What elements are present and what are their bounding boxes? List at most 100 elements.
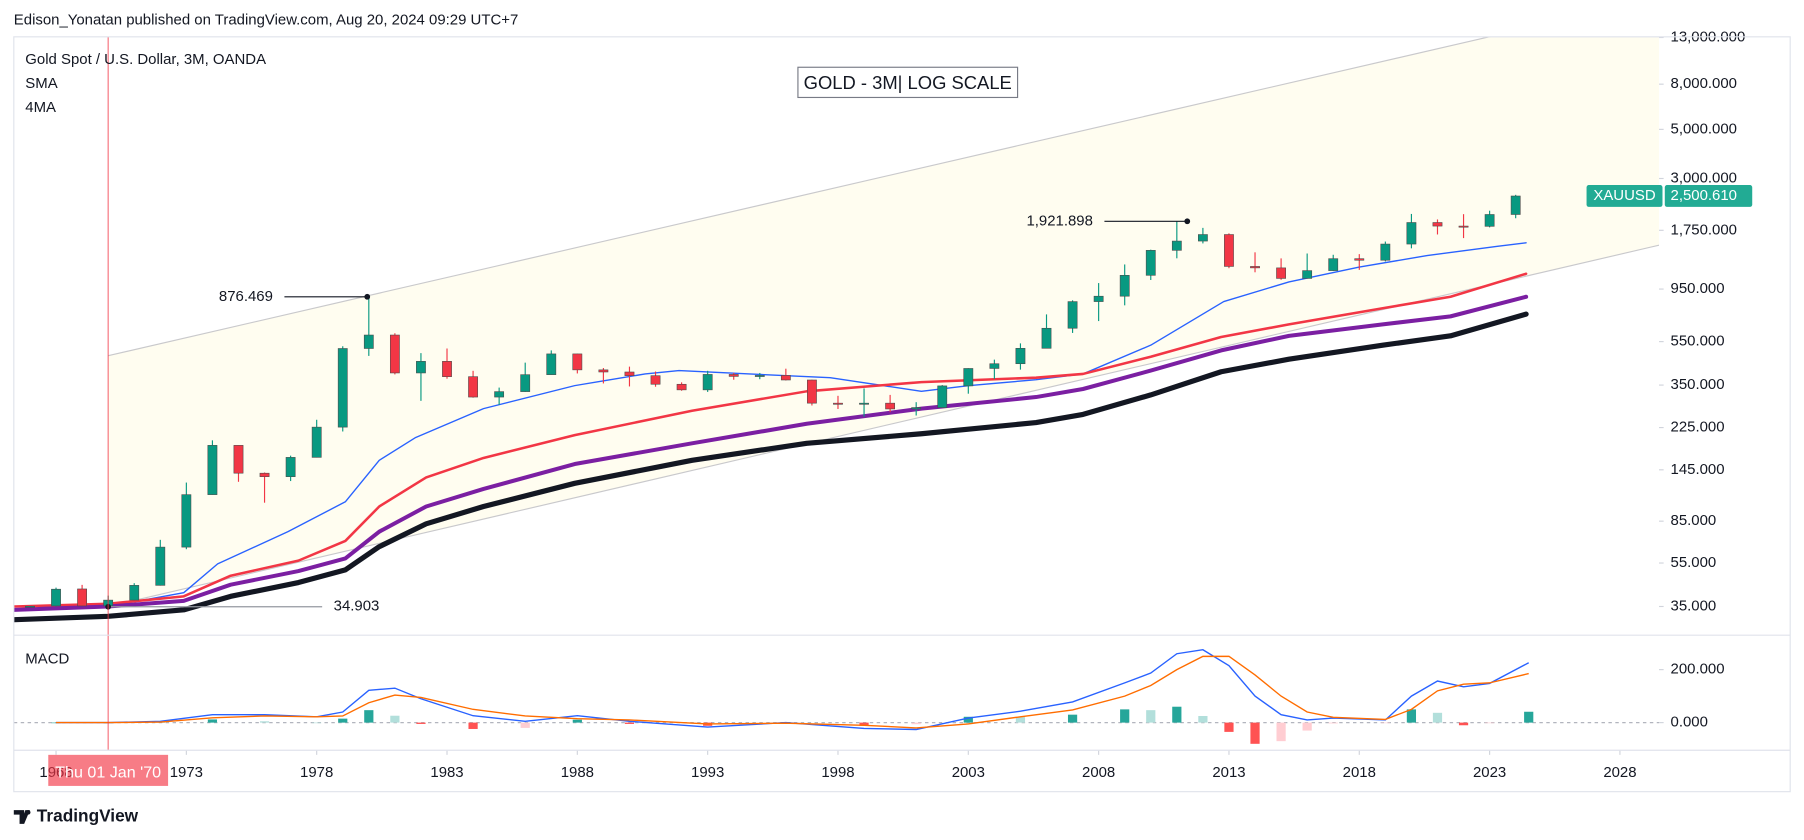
candle-body: [77, 588, 87, 607]
logo-dot: [25, 810, 31, 815]
candle-body: [676, 383, 687, 391]
y-tick-label: 1,750.000: [1671, 221, 1737, 238]
candle-body: [389, 334, 400, 374]
candle-body: [728, 374, 739, 377]
y-tick-label: 200.000: [1671, 661, 1725, 678]
last-price-box: [1664, 185, 1753, 207]
chart-title: GOLD - 3M| LOG SCALE: [804, 72, 1012, 93]
candle-body: [181, 494, 192, 548]
candle-body: [25, 605, 35, 608]
chart-frame: [13, 36, 1791, 793]
candle-body: [624, 371, 635, 376]
macd-title: MACD: [25, 650, 69, 667]
indicator-label: SMA: [25, 75, 57, 92]
x-tick-label: 1973: [170, 764, 203, 781]
moving-average-line: [13, 311, 1529, 623]
x-tick-label: 1983: [430, 764, 463, 781]
histogram-bar: [1380, 722, 1390, 724]
candle-body: [572, 353, 583, 371]
candle-body: [520, 374, 531, 392]
candle-body: [416, 361, 426, 374]
candle-body: [1224, 234, 1234, 267]
logo-icon: [13, 810, 30, 824]
candle-body: [1302, 270, 1313, 279]
histogram-bar: [390, 715, 400, 723]
candle-body: [1328, 258, 1339, 271]
indicator-label: 4MA: [25, 99, 56, 116]
histogram-bar: [859, 722, 869, 726]
candle-body: [963, 368, 974, 387]
candle-body: [1510, 195, 1521, 215]
histogram-bar: [1524, 711, 1534, 723]
y-tick-label: 3,000.000: [1671, 169, 1737, 186]
x-tick-label: 2008: [1082, 764, 1115, 781]
macd-line: [56, 649, 1530, 731]
macd-line: [56, 655, 1529, 729]
y-tick-label: 5,000.000: [1671, 120, 1737, 137]
histogram-bar: [338, 718, 348, 723]
x-tick-label: 2018: [1343, 764, 1376, 781]
histogram-bar: [572, 719, 582, 723]
histogram-bar: [624, 722, 635, 724]
macd-layer: [13, 649, 1660, 744]
candle-layer: [25, 194, 1521, 608]
publisher: Edison_Yonatan published on TradingView.…: [14, 12, 518, 29]
y-tick-label: 350.000: [1671, 376, 1725, 393]
histogram-bar: [1067, 714, 1078, 723]
candle-body: [1093, 295, 1104, 302]
candle-body: [807, 379, 817, 404]
candle-body: [1380, 243, 1391, 261]
crosshair-label: Thu 01 Jan '70: [55, 764, 161, 782]
x-tick-label: 1993: [691, 764, 724, 781]
histogram-bar: [1276, 722, 1286, 742]
candle-body: [337, 348, 348, 428]
candle-body: [259, 472, 270, 477]
candle-body: [1458, 225, 1469, 228]
candle-body: [1119, 275, 1130, 297]
candle-body: [859, 402, 869, 405]
crosshair-label-box: [48, 754, 169, 786]
candle-body: [546, 353, 557, 375]
candle-body: [311, 426, 322, 458]
y-tick-label: 225.000: [1671, 419, 1725, 436]
candle-body: [468, 376, 478, 398]
histogram-bar: [1485, 722, 1495, 724]
histogram-bar: [1302, 722, 1312, 731]
candle-body: [937, 385, 948, 408]
candle-body: [780, 375, 791, 381]
channel-fill: [108, 36, 1660, 607]
candle-body: [494, 391, 505, 398]
histogram-bar: [1172, 706, 1182, 723]
candle-body: [1015, 348, 1026, 365]
histogram-bar: [1432, 712, 1443, 723]
y-tick-label: 145.000: [1671, 461, 1725, 478]
histogram-bar: [520, 722, 530, 728]
candle-body: [363, 334, 374, 349]
candle-body: [1198, 234, 1208, 242]
symbol-label-box: [1586, 185, 1663, 207]
histogram-bar: [1406, 709, 1417, 723]
histogram-bar: [468, 722, 478, 729]
annotation-label: 1,921.898: [1026, 212, 1092, 229]
x-tick-label: 1978: [300, 764, 333, 781]
histogram-bar: [1328, 722, 1338, 724]
y-tick-label: 550.000: [1671, 333, 1725, 350]
histogram-bar: [963, 716, 973, 723]
symbol-label: XAUUSD: [1593, 187, 1655, 204]
histogram-bar: [1146, 710, 1156, 723]
annotation-point: [1184, 218, 1191, 225]
candle-body: [885, 402, 896, 410]
x-tick-label: 2028: [1603, 764, 1636, 781]
x-tick-label: 2013: [1212, 764, 1245, 781]
candle-body: [442, 361, 452, 377]
y-tick-label: 35.000: [1671, 597, 1717, 614]
candle-body: [650, 375, 661, 385]
histogram-bar: [1198, 715, 1208, 723]
symbol-title: Gold Spot / U.S. Dollar, 3M, OANDA: [25, 51, 266, 68]
candle-body: [207, 445, 218, 495]
histogram-bar: [259, 721, 270, 723]
moving-average-line: [13, 272, 1528, 608]
histogram-bar: [1120, 709, 1130, 723]
moving-average-line: [13, 294, 1529, 612]
